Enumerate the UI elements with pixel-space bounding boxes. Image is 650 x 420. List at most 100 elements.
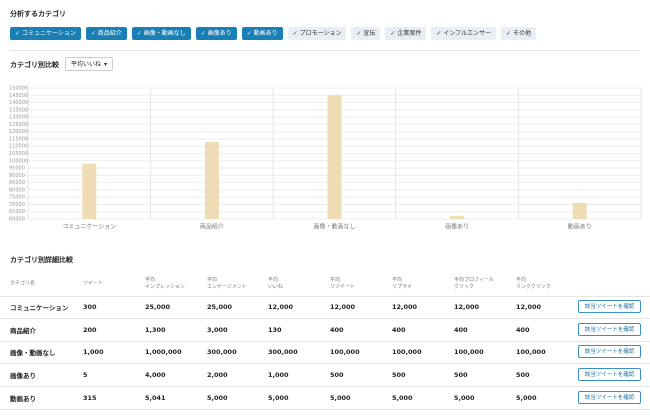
header-line: 平均 [268,277,279,283]
category-chip[interactable]: 画像・動画なし [131,27,191,40]
header-line: いいね [268,284,284,290]
table-cell: 100,000 [516,348,546,357]
table-cell: 画像・動画なし [10,349,56,358]
header-cell: 平均 インプレッション [145,277,185,291]
y-tick-label: 105000 [9,151,28,157]
header-cell: 平均 いいね [268,277,283,291]
header-line: リンククリック [516,284,551,290]
category-chip[interactable]: プロモーション [287,27,347,40]
table-cell: コミュニケーション [10,304,69,312]
header-line: 平均 [207,277,218,283]
table-row: 動画あり 315 5,041 5,000 5,000 5,000 5,000 5,000 5,0… [0,387,650,410]
view-tweets-button[interactable]: 該当ツイートを確認 [578,322,641,336]
header-line: 平均 [330,277,341,283]
y-tick-label: 135000 [9,107,28,113]
table-cell: 500 [516,371,530,380]
table-cell: 500 [392,371,406,380]
header-cell: ツイート [83,281,103,288]
y-tick-label: 145000 [9,93,28,99]
view-tweets-button[interactable]: 該当ツイートを確認 [578,300,641,313]
y-tick-label: 60000 [9,217,25,223]
bar [572,202,587,219]
y-tick-label: 130000 [9,115,28,121]
header-line: リプライ [392,284,413,290]
y-tick-label: 90000 [9,173,25,179]
y-tick-label: 110000 [9,144,28,150]
table-cell: 12,000 [516,303,542,311]
bar [450,216,465,219]
table-cell: 300,000 [268,348,298,357]
table-cell: 100,000 [392,348,422,357]
table-row: コミュニケーション 300 25,000 25,000 12,000 12,000 12,0… [0,296,650,319]
category-chip[interactable]: 商品紹介 [85,27,127,40]
y-tick-label: 65000 [9,209,25,215]
table-cell: 商品紹介 [10,326,36,335]
table-cell: 100,000 [454,348,484,357]
category-chip[interactable]: インフルエンサー [431,27,497,40]
y-tick-label: 70000 [9,202,25,208]
category-chip[interactable]: その他 [501,27,537,40]
header-line: 平均 [145,277,156,283]
table-row: 商品紹介 200 1,300 3,000 130 400 400 400 400 該当ツイートを確… [0,319,650,342]
table-cell: 300,000 [207,348,237,357]
header-line: リツイート [330,284,356,290]
y-tick-label: 120000 [9,129,28,135]
bar [82,163,97,219]
header-line: 平均 [392,277,403,283]
header-line: クリック [454,284,475,290]
header-cell: カテゴリ名 [10,281,35,288]
header-cell: 平均 リンククリック [516,277,551,291]
table-cell: 25,000 [207,303,233,311]
table-header: カテゴリ名 ツイート 平均 インプレッション 平均 エンゲージメント 平均 いいね 平均 リツイー… [0,272,650,297]
table-cell: 2,000 [207,371,228,380]
table-cell: 12,000 [454,303,480,311]
table-cell: 12,000 [330,303,356,311]
x-tick-label: 商品紹介 [200,223,224,231]
table-cell: 300 [83,303,97,311]
view-tweets-button[interactable]: 該当ツイートを確認 [578,345,641,359]
table-cell: 5,000 [392,393,413,402]
header-cell: 平均 リプライ [392,277,412,291]
table-cell: 画像あり [10,372,36,381]
table-row: 画像あり 5 4,000 2,000 1,000 500 500 500 500 該当ツイートを確… [0,364,650,388]
table-cell: 500 [454,371,468,380]
table-cell: 1,300 [145,325,166,334]
view-tweets-button[interactable]: 該当ツイートを確認 [578,368,641,382]
table-cell: 400 [454,325,468,334]
table-cell: 5 [83,371,88,380]
category-chip[interactable]: 宣伝 [351,27,381,40]
table-cell: 5,000 [207,393,228,402]
divider [10,50,640,51]
table-cell: 動画あり [10,394,36,403]
category-chip[interactable]: コミュニケーション [10,27,81,40]
table-row: 画像・動画なし 1,000 1,000,000 300,000 300,000 100,0… [0,341,650,365]
y-tick-label: 85000 [9,180,25,186]
category-chip[interactable]: 企業案件 [385,27,427,40]
y-tick-label: 95000 [9,166,25,172]
category-chip[interactable]: 動画あり [241,27,283,40]
x-tick-label: 画像あり [445,223,469,231]
header-cell: 平均 リツイート [330,277,355,291]
x-tick-label: 画像・動画なし [313,223,355,231]
table-cell: 400 [392,325,406,334]
y-tick-label: 150000 [9,86,28,92]
y-tick-label: 100000 [9,158,28,164]
table-cell: 400 [516,325,530,334]
table-cell: 1,000 [83,348,104,357]
table-cell: 5,000 [516,393,537,402]
bar [327,95,342,219]
y-tick-label: 75000 [9,195,25,201]
table-cell: 12,000 [392,303,418,311]
table-cell: 1,000,000 [145,348,182,357]
table-cell: 200 [83,325,97,334]
category-chip[interactable]: 画像あり [195,27,237,40]
table-cell: 400 [330,325,344,334]
section-title: カテゴリ別詳細比較 [10,256,73,264]
view-tweets-button[interactable]: 該当ツイートを確認 [578,390,641,404]
table-cell: 315 [83,393,97,402]
metric-dropdown[interactable]: 平均いいね [65,57,113,72]
table-cell: 5,000 [454,393,475,402]
table-cell: 4,000 [145,371,166,380]
chip-list: コミュニケーション商品紹介画像・動画なし画像あり動画ありプロモーション宣伝企業案… [10,27,537,40]
